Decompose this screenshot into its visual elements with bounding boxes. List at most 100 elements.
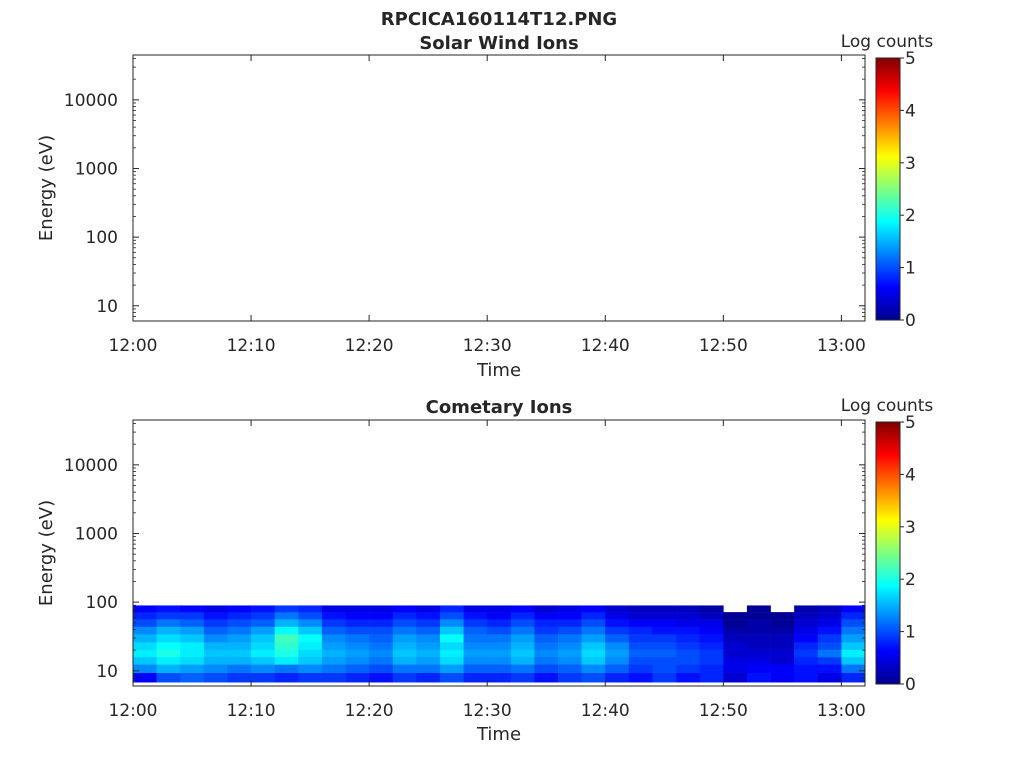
heatmap-cell [510, 641, 535, 650]
heatmap-cell [699, 649, 724, 658]
heatmap-cell [723, 619, 748, 627]
heatmap-cell [487, 656, 512, 665]
heatmap-cell [369, 664, 394, 673]
heatmap-cell [676, 672, 701, 683]
heatmap-cell [605, 605, 630, 613]
y-tick-label: 1000 [75, 524, 118, 544]
heatmap-cell [487, 619, 512, 627]
heatmap-cell [746, 612, 771, 620]
colorbar-gradient [875, 421, 901, 685]
heatmap-cell [628, 641, 653, 650]
heatmap-cell [203, 672, 228, 683]
heatmap-cell [298, 656, 323, 665]
heatmap-cell [298, 605, 323, 613]
panel-title: Cometary Ions [426, 397, 573, 418]
heatmap-cell [746, 626, 771, 635]
heatmap-cell [439, 656, 464, 665]
heatmap-cell [652, 634, 677, 643]
heatmap-cell [534, 626, 559, 635]
heatmap-cell [817, 672, 842, 683]
heatmap-cell [416, 672, 441, 683]
heatmap-cell [841, 605, 865, 613]
heatmap-cell [416, 649, 441, 658]
heatmap-cell [298, 664, 323, 673]
heatmap-cell [180, 612, 205, 620]
heatmap-cell [392, 619, 417, 627]
heatmap-cell [676, 664, 701, 673]
heatmap-cell [156, 619, 181, 627]
heatmap-cell [227, 672, 252, 683]
heatmap-cell [628, 605, 653, 613]
x-tick-label: 12:00 [109, 336, 158, 356]
heatmap-cell [487, 612, 512, 620]
heatmap-cell [251, 641, 275, 650]
heatmap-cell [746, 619, 771, 627]
heatmap-cell [817, 605, 842, 613]
heatmap-cell [746, 605, 771, 613]
heatmap-cell [770, 634, 795, 643]
heatmap-cell [817, 619, 842, 627]
plot-area-frame [132, 54, 866, 322]
heatmap-cell [180, 605, 205, 613]
heatmap-cell [699, 641, 724, 650]
heatmap-cell [156, 626, 181, 635]
heatmap-cell [652, 664, 677, 673]
y-tick-label: 10 [96, 297, 118, 317]
heatmap-cell [841, 641, 865, 650]
heatmap-cell [534, 664, 559, 673]
x-tick-label: 12:00 [109, 701, 158, 721]
heatmap-cell [487, 672, 512, 683]
heatmap-cell [133, 626, 157, 635]
heatmap-cell [652, 626, 677, 635]
heatmap-cell [439, 649, 464, 658]
heatmap-cell [699, 656, 724, 665]
heatmap-cell [416, 612, 441, 620]
heatmap-cell [439, 641, 464, 650]
heatmap-cell [321, 634, 346, 643]
heatmap-cell [723, 626, 748, 635]
heatmap-cell [203, 605, 228, 613]
heatmap-cell [156, 634, 181, 643]
heatmap-cell [133, 605, 157, 613]
heatmap-cell [298, 612, 323, 620]
heatmap-cell [227, 605, 252, 613]
heatmap-cell [321, 641, 346, 650]
heatmap-cell [723, 656, 748, 665]
heatmap-cell [746, 649, 771, 658]
heatmap-cell [605, 619, 630, 627]
heatmap-cell [392, 641, 417, 650]
heatmap-cell [628, 664, 653, 673]
heatmap-cell [251, 619, 275, 627]
heatmap-cell [156, 612, 181, 620]
heatmap-cell [251, 605, 275, 613]
heatmap-cell [794, 641, 819, 650]
heatmap-cell [581, 672, 606, 683]
heatmap-cell [416, 626, 441, 635]
heatmap-cell [676, 656, 701, 665]
heatmap-cell [345, 641, 370, 650]
heatmap-cell [699, 626, 724, 635]
heatmap-cell [463, 634, 488, 643]
heatmap-cell [510, 634, 535, 643]
colorbar-tick-label: 5 [905, 413, 916, 433]
heatmap-cell [770, 672, 795, 683]
heatmap-cell [227, 656, 252, 665]
heatmap-cell [487, 605, 512, 613]
heatmap-cell [392, 605, 417, 613]
x-tick-label: 12:20 [345, 701, 394, 721]
heatmap-cell [699, 619, 724, 627]
heatmap-cell [534, 605, 559, 613]
heatmap-cell [534, 649, 559, 658]
heatmap-cell [699, 672, 724, 683]
heatmap-cell [581, 612, 606, 620]
heatmap-cell [676, 634, 701, 643]
heatmap-cell [203, 664, 228, 673]
heatmap-cell [416, 664, 441, 673]
heatmap-cell [841, 626, 865, 635]
heatmap-cell [439, 672, 464, 683]
heatmap-cell [203, 619, 228, 627]
heatmap-cell [439, 612, 464, 620]
heatmap-cell [723, 649, 748, 658]
heatmap-cell [345, 634, 370, 643]
y-tick-label: 10000 [64, 456, 118, 476]
